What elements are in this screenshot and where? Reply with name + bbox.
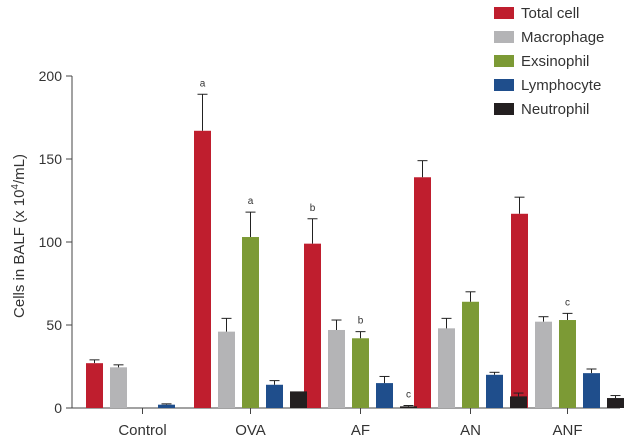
legend-label: Neutrophil <box>521 101 589 118</box>
bar <box>158 404 175 408</box>
y-tick-label: 200 <box>39 68 63 84</box>
legend-swatch <box>494 79 514 91</box>
bar <box>290 391 307 408</box>
legend-swatch <box>494 103 514 115</box>
y-tick-label: 150 <box>39 151 63 167</box>
legend-label: Macrophage <box>521 29 604 46</box>
significance-label: b <box>310 203 316 214</box>
legend-swatch <box>494 7 514 19</box>
bar <box>110 367 127 408</box>
y-axis: 0 50 100 150 200 <box>39 68 73 416</box>
significance-label: c <box>406 390 411 401</box>
legend: Total cell Macrophage Exsinophil Lymphocyte… <box>494 5 604 118</box>
x-tick-label: OVA <box>235 422 266 439</box>
bar <box>559 320 576 408</box>
bar <box>438 328 455 408</box>
bar <box>583 373 600 408</box>
bar <box>414 177 431 408</box>
significance-label: c <box>565 297 570 308</box>
bars: a b a b c c <box>86 78 624 408</box>
bar <box>194 130 211 408</box>
significance-label: b <box>358 316 364 327</box>
legend-label: Lymphocyte <box>521 77 601 94</box>
bar <box>462 301 479 408</box>
legend-swatch <box>494 31 514 43</box>
significance-label: a <box>248 196 254 207</box>
y-axis-title: Cells in BALF (x 104/mL) <box>10 154 28 318</box>
legend-label: Exsinophil <box>521 53 589 70</box>
x-tick-label: Control <box>118 422 166 439</box>
bar <box>376 383 393 408</box>
legend-swatch <box>494 55 514 67</box>
bar <box>511 213 528 408</box>
legend-label: Total cell <box>521 5 579 22</box>
bar <box>266 384 283 408</box>
x-tick-label: AN <box>460 422 481 439</box>
bar <box>535 321 552 408</box>
bar <box>607 398 624 408</box>
x-tick-label: AF <box>351 422 370 439</box>
bar <box>328 329 345 408</box>
bar <box>86 363 103 408</box>
bar <box>304 243 321 408</box>
bar <box>486 374 503 408</box>
bar <box>242 237 259 408</box>
significance-label: a <box>200 78 206 89</box>
bar <box>510 396 527 408</box>
bar <box>352 338 369 408</box>
bar <box>218 331 235 408</box>
x-tick-label: ANF <box>553 422 583 439</box>
y-tick-label: 0 <box>54 400 62 416</box>
bar <box>400 406 417 408</box>
y-tick-label: 100 <box>39 234 63 250</box>
y-tick-label: 50 <box>46 317 62 333</box>
x-axis: Control OVA AF AN ANF <box>72 407 620 439</box>
